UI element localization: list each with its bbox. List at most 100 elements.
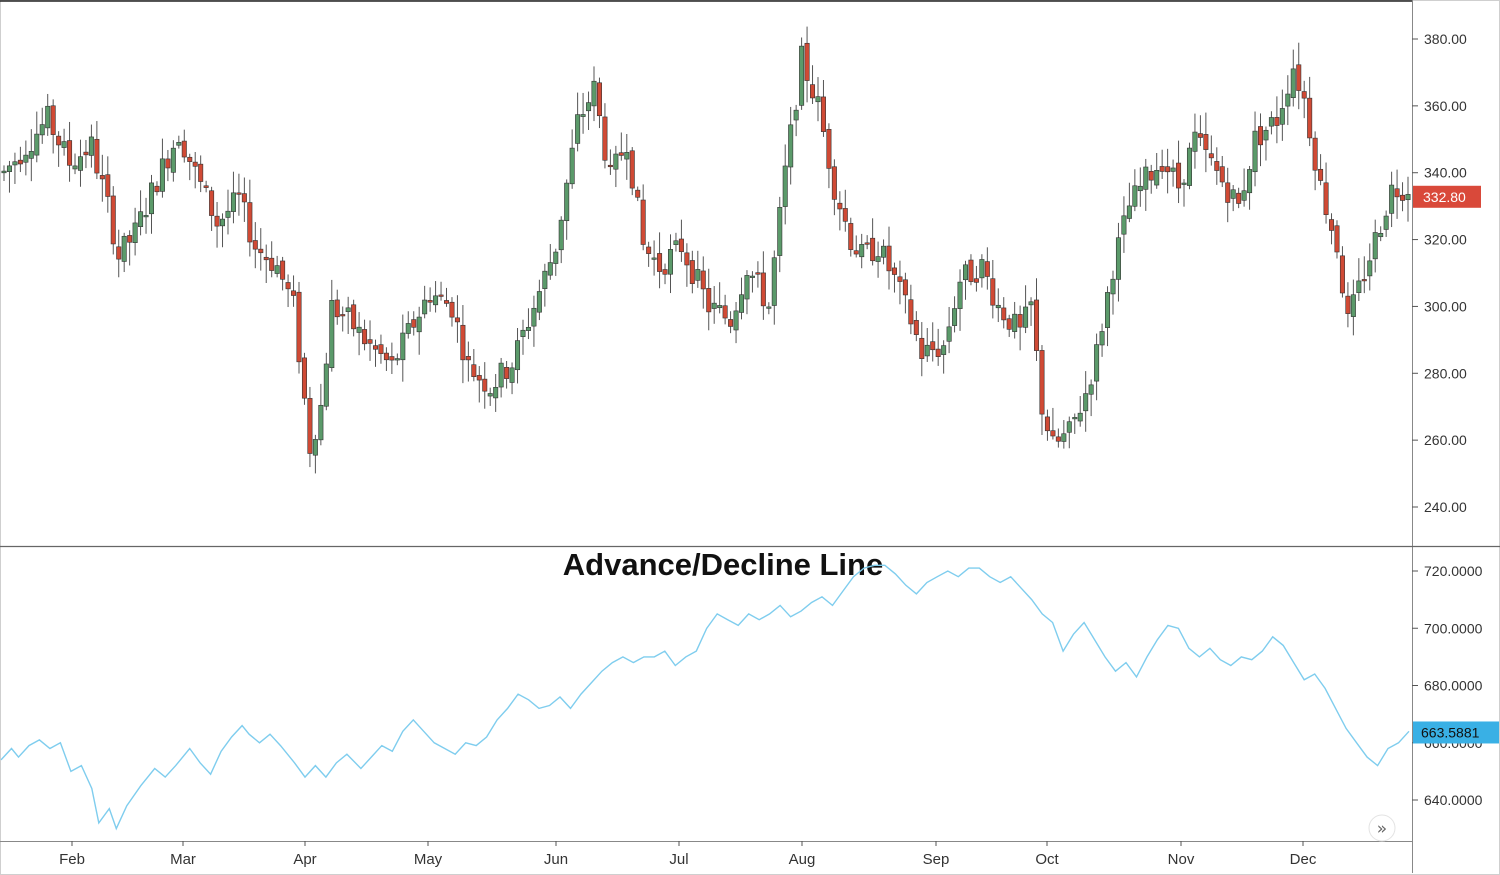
candle-body-up (176, 142, 182, 146)
candle-body-up (1028, 301, 1034, 306)
candle (1137, 167, 1143, 207)
candle-body-down (1339, 255, 1345, 294)
candle (558, 216, 564, 264)
candle (45, 93, 51, 136)
candle-body-up (771, 257, 777, 306)
month-label: Dec (1290, 851, 1317, 868)
candle (1126, 182, 1132, 223)
candle (1263, 126, 1269, 161)
candle (269, 241, 275, 278)
candle-body-up (1110, 278, 1116, 295)
candle-body-up (515, 340, 521, 371)
ad-pane: 640.0000660.0000680.0000700.0000720.0000… (0, 547, 1499, 831)
candle-body-down (1296, 64, 1302, 91)
candle (198, 155, 204, 193)
candle-body-up (711, 302, 717, 309)
candle-body-up (624, 152, 630, 160)
candle-body-up (45, 105, 51, 129)
scroll-button-circle[interactable] (1368, 814, 1396, 842)
candle-body-down (187, 156, 193, 162)
candle-body-down (826, 129, 832, 169)
candle (318, 383, 324, 446)
candle-body-down (662, 269, 668, 275)
candle-body-down (258, 248, 264, 254)
candle-body-down (990, 278, 996, 306)
candle (1034, 278, 1040, 361)
candle (711, 286, 717, 324)
candle-body-up (509, 367, 515, 383)
candle (476, 366, 482, 403)
candle (777, 196, 783, 273)
candle (1159, 149, 1165, 179)
candle-body-up (542, 270, 548, 289)
candle (389, 342, 395, 375)
candle-body-down (700, 270, 706, 290)
candle-body-up (400, 332, 406, 361)
candle (728, 311, 734, 334)
candle (372, 339, 378, 367)
ad-line-series (0, 564, 1410, 831)
candle-body-up (88, 136, 94, 156)
candle (83, 139, 89, 169)
candle (547, 244, 553, 280)
candle-body-down (504, 367, 510, 379)
candle-body-up (1372, 232, 1378, 260)
candle-body-down (198, 163, 204, 182)
candle (274, 255, 280, 278)
scroll-to-latest-button[interactable]: » (1368, 814, 1396, 842)
candle (340, 306, 346, 332)
candle (810, 65, 816, 104)
candle (176, 135, 182, 149)
candle (853, 235, 859, 258)
candle-body-down (1361, 279, 1367, 282)
candle (962, 260, 968, 300)
candle-body-down (1044, 416, 1050, 432)
candle (334, 289, 340, 325)
candle-body-down (476, 375, 482, 381)
candle-body-up (433, 295, 439, 306)
candle-body-up (323, 363, 329, 407)
candle (673, 232, 679, 252)
price-tick-label: 300.00 (1424, 298, 1467, 314)
candle-body-up (1383, 215, 1389, 230)
candle (504, 361, 510, 389)
candle-body-up (569, 147, 575, 185)
candle-body-up (1137, 185, 1143, 192)
candle (1012, 301, 1018, 339)
candle (520, 319, 526, 355)
candle (815, 77, 821, 122)
double-chevron-right-icon[interactable]: » (1377, 819, 1387, 839)
candle-body-up (405, 323, 411, 334)
candle-body-up (6, 165, 12, 172)
candle (635, 186, 641, 202)
candle (1274, 96, 1280, 144)
candle (525, 308, 531, 340)
candle (733, 301, 739, 344)
candle (61, 128, 67, 156)
candle-body-down (203, 185, 209, 188)
candle (1, 165, 7, 182)
candle (1356, 258, 1362, 302)
candle-body-down (449, 301, 455, 318)
candle-body-up (766, 306, 772, 309)
candle (864, 235, 870, 250)
candle (602, 103, 608, 169)
candle (1066, 416, 1072, 449)
candle-body-up (553, 251, 559, 264)
candle (187, 153, 193, 181)
last-price-badge (1413, 185, 1481, 208)
candle (247, 179, 253, 257)
candle-body-up (586, 102, 592, 112)
candle-body-up (1083, 393, 1089, 412)
candle (1339, 246, 1345, 298)
candle-body-down (886, 245, 892, 272)
candle-body-up (1121, 215, 1127, 235)
candle (329, 279, 335, 372)
candle-body-down (1394, 188, 1400, 198)
candle (515, 328, 521, 384)
candle (1290, 49, 1296, 107)
candle-body-down (1055, 436, 1061, 442)
candle-body-up (12, 161, 18, 166)
candle-body-up (1285, 93, 1291, 107)
